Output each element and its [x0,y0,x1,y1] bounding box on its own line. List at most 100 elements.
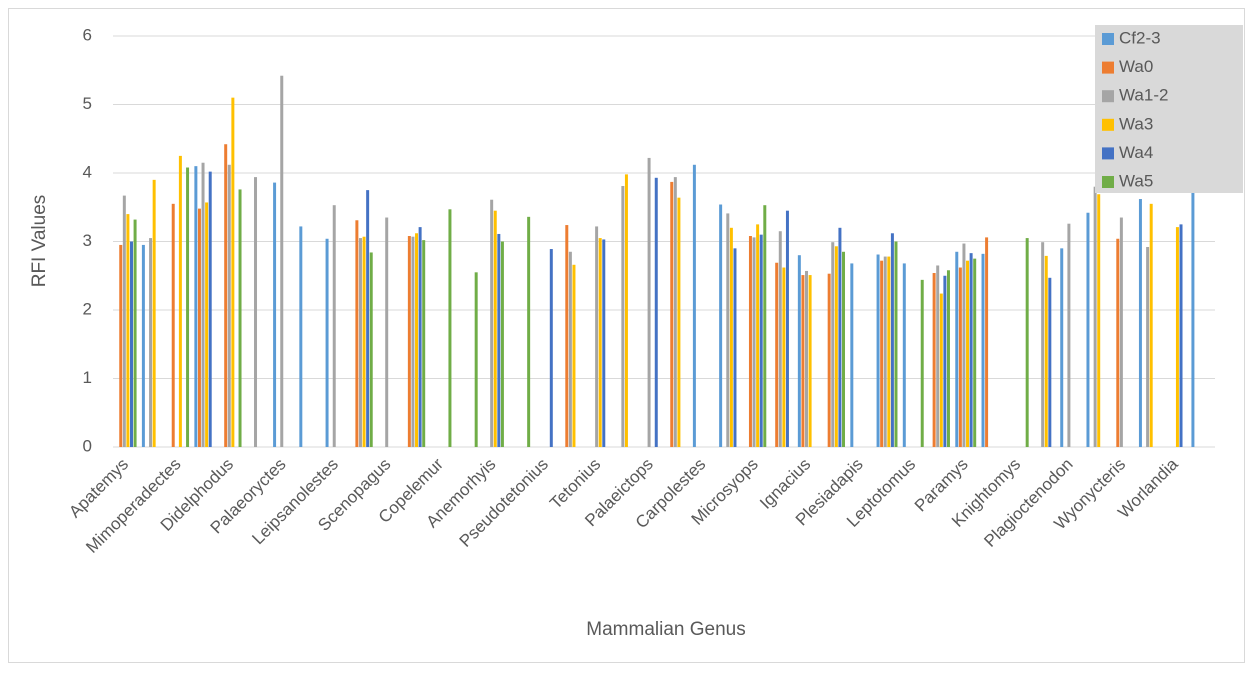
legend-label: Wa5 [1119,171,1153,190]
bar [227,164,231,447]
bar [719,204,723,447]
bar [497,233,501,447]
bar [369,252,373,447]
bar [325,238,329,447]
bar [973,258,977,447]
bar [902,263,906,447]
bar [602,239,606,447]
legend-swatch [1102,33,1114,45]
y-tick-label: 2 [83,299,92,318]
bar [362,236,366,447]
bar [273,182,277,447]
bar [842,251,846,447]
bar [1093,186,1097,447]
y-axis-title: RFI Values [29,195,50,288]
bar [1179,224,1183,447]
bar [205,202,209,447]
bar [527,216,531,447]
bar [254,177,258,448]
bar [763,205,767,447]
bar [299,226,303,447]
bar [418,227,422,447]
bar [119,244,123,447]
bar [549,249,553,447]
legend-label: Wa0 [1119,57,1153,76]
bar [1149,203,1153,447]
bar [1116,238,1120,447]
bar [1119,217,1123,447]
bar [834,246,838,447]
bar [186,167,190,447]
bar [797,255,801,447]
bar [474,272,478,447]
bar [981,253,985,447]
legend-swatch [1102,90,1114,103]
bar [448,209,452,447]
bar [936,265,940,447]
bar [943,275,947,447]
bar [752,237,756,447]
bar [141,244,145,447]
bar [1044,255,1048,447]
bar [946,270,950,447]
bar [1175,227,1179,447]
bar [358,238,362,447]
bar [801,275,805,447]
bar [500,241,504,447]
bar [624,174,628,447]
bar [493,210,497,447]
bar [890,233,894,447]
bar [827,273,831,447]
bar [1146,246,1150,447]
bar [565,225,569,447]
bar [1086,212,1090,447]
bar [415,233,419,447]
bar [729,227,733,447]
bar [231,97,235,448]
bar [748,236,752,447]
y-tick-label: 3 [83,231,92,250]
bar [920,279,924,447]
bar [966,260,970,447]
bar [224,144,228,448]
bar [876,254,880,447]
bar [894,241,898,447]
bar [572,264,576,447]
bar [726,213,730,447]
bar [201,162,205,447]
bar [887,256,891,447]
bar [355,220,359,447]
legend-swatch [1102,147,1114,160]
bar [1191,181,1195,447]
bar [422,240,426,447]
bar [670,181,674,447]
bar [778,231,782,447]
y-tick-label: 0 [83,436,92,455]
bar [133,219,137,447]
bar [1048,277,1052,447]
bar [838,227,842,447]
bar [126,214,130,447]
bar [932,273,936,447]
bar [280,75,284,447]
bar [733,248,737,447]
bar [785,210,789,447]
bar [1097,194,1101,447]
y-tick-label: 4 [83,162,92,181]
bar [955,251,959,447]
legend-label: Wa1-2 [1119,86,1168,105]
bar [621,186,625,447]
bar [1025,238,1029,447]
bar [692,164,696,447]
bar [332,205,336,447]
bar [595,226,599,447]
bar [958,267,962,447]
legend-label: Wa3 [1119,114,1153,133]
bar [1067,223,1071,447]
bar [238,189,242,447]
bar [407,236,411,447]
bar [808,275,812,447]
bar [939,293,943,447]
bar [385,217,389,447]
